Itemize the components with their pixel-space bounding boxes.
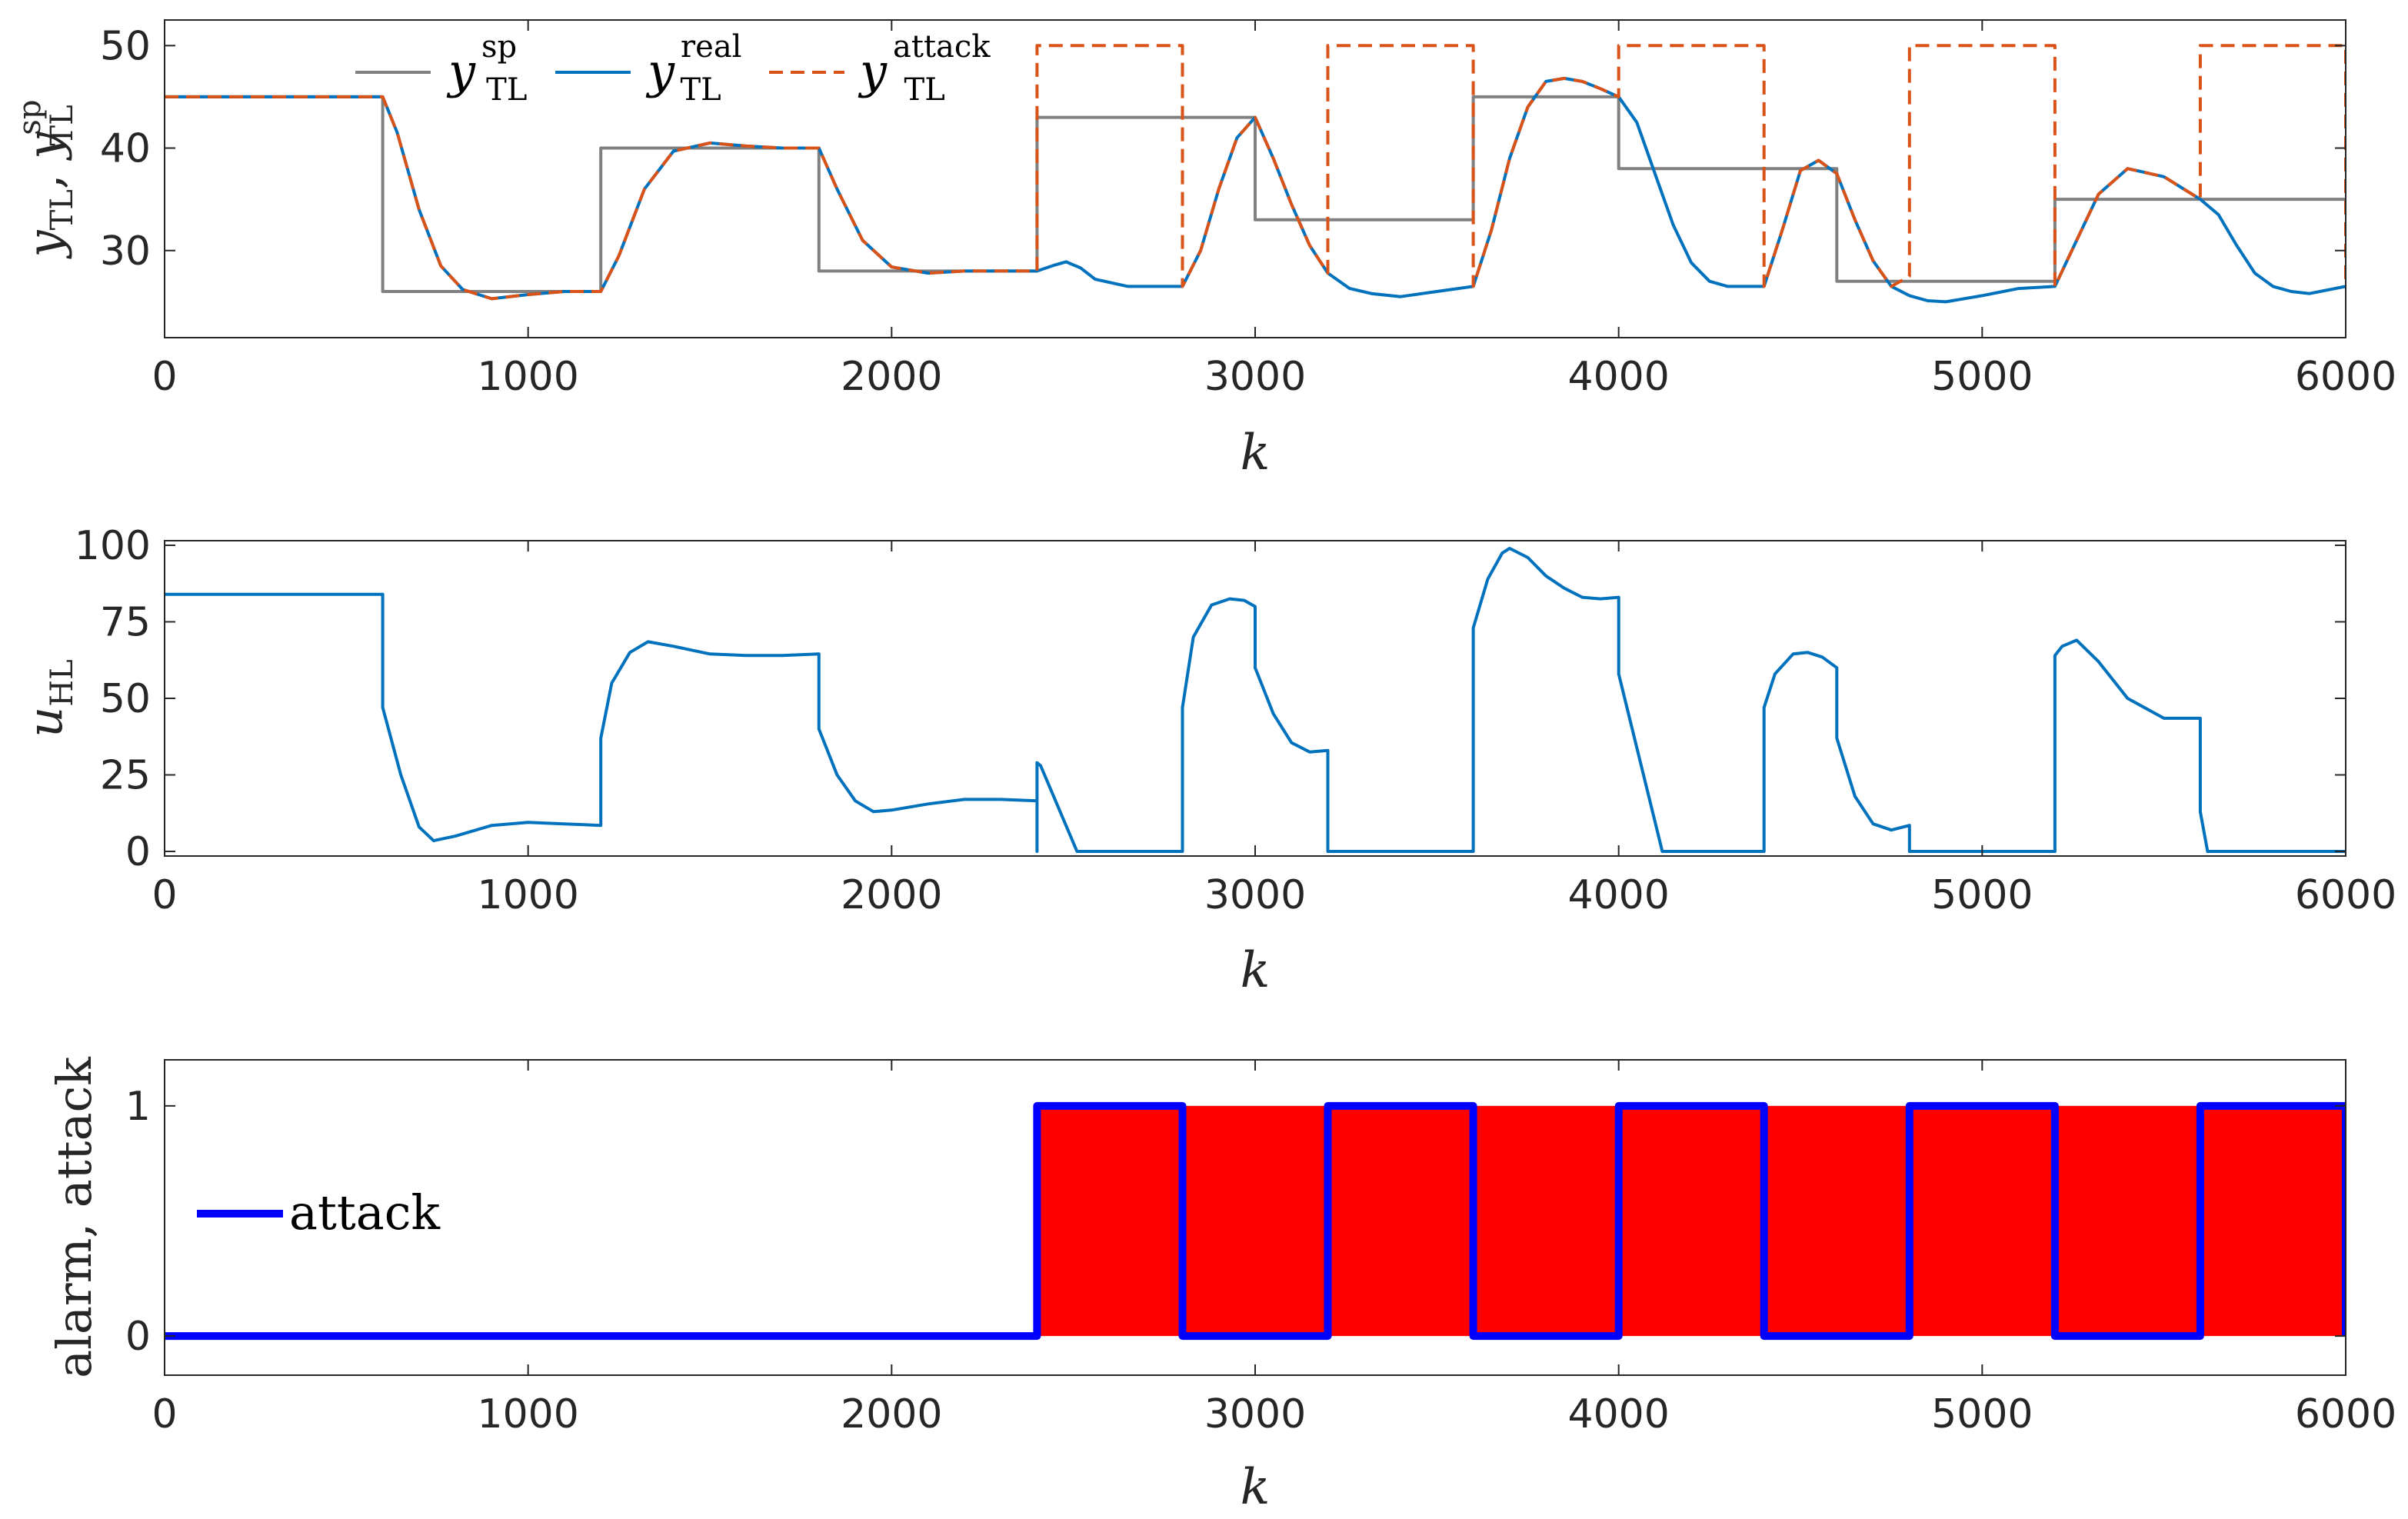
x-tick-label: 2000 <box>841 354 942 400</box>
plot-area <box>165 541 2346 856</box>
x-tick-label: 6000 <box>2295 1391 2396 1437</box>
x-tick-label: 3000 <box>1204 872 1306 918</box>
legend-entry-real: y real TL <box>555 29 741 108</box>
y-axis-label: yTL, yspTL <box>12 100 80 260</box>
x-axis-label: k <box>1241 942 1271 999</box>
x-tick-label: 3000 <box>1204 1391 1306 1437</box>
x-tick-label: 5000 <box>1931 354 2033 400</box>
y-tick-label: 25 <box>100 753 151 799</box>
bottom-chart-panel: 0 1000 2000 3000 4000 5000 6000 0 1 k alarm, att… <box>46 1057 2396 1516</box>
y-axis-label: uHL <box>17 659 80 737</box>
top-chart-panel: 0 1000 2000 3000 4000 5000 6000 30 40 50 k yTL, y… <box>12 19 2396 481</box>
legend-entry-sp: y sp TL <box>355 29 527 108</box>
legend: attack <box>197 1184 440 1241</box>
x-tick-label: 3000 <box>1204 354 1306 400</box>
legend-label-attack: attack <box>289 1184 440 1241</box>
y-tick-label: 30 <box>100 228 151 275</box>
svg-text:yspTL: y sp TL <box>446 29 527 108</box>
x-tick-label: 4000 <box>1567 872 1669 918</box>
x-tick-label: 0 <box>152 1391 177 1437</box>
x-tick-label: 1000 <box>477 1391 578 1437</box>
x-tick-label: 5000 <box>1931 872 2033 918</box>
series-line-u-hl <box>165 547 2346 853</box>
y-tick-label: 75 <box>100 599 151 645</box>
y-tick-label: 40 <box>100 126 151 172</box>
x-tick-label: 0 <box>152 872 177 918</box>
x-tick-label: 0 <box>152 354 177 400</box>
x-tick-label: 6000 <box>2295 354 2396 400</box>
x-tick-label: 4000 <box>1567 1391 1669 1437</box>
y-tick-label: 50 <box>100 676 151 722</box>
legend-entry-attack: y attack TL <box>769 29 991 108</box>
x-tick-label: 1000 <box>477 354 578 400</box>
x-axis-label: k <box>1241 425 1271 481</box>
y-tick-label: 50 <box>100 23 151 69</box>
series-line-y-tl-real <box>165 76 2346 304</box>
y-axis-label: alarm, attack <box>46 1057 102 1378</box>
legend: y sp TL y real TL y attack TL <box>355 29 991 108</box>
middle-chart-panel: 0 1000 2000 3000 4000 5000 6000 0 25 50 75 100 k uH… <box>17 523 2396 999</box>
y-tick-label: 100 <box>75 523 151 569</box>
series-line-attack <box>165 1101 2346 1341</box>
series-line-y-tl-attack <box>165 44 2346 301</box>
x-axis-label: k <box>1241 1459 1271 1516</box>
alarm-region <box>1037 1105 2346 1337</box>
x-tick-label: 2000 <box>841 872 942 918</box>
x-tick-label: 4000 <box>1567 354 1669 400</box>
x-tick-label: 2000 <box>841 1391 942 1437</box>
y-tick-label: 1 <box>125 1084 151 1130</box>
x-tick-label: 1000 <box>477 872 578 918</box>
x-tick-label: 6000 <box>2295 872 2396 918</box>
series-line-y-tl-sp <box>165 95 2346 293</box>
y-tick-label: 0 <box>125 829 151 875</box>
y-tick-label: 0 <box>125 1314 151 1360</box>
x-tick-label: 5000 <box>1931 1391 2033 1437</box>
